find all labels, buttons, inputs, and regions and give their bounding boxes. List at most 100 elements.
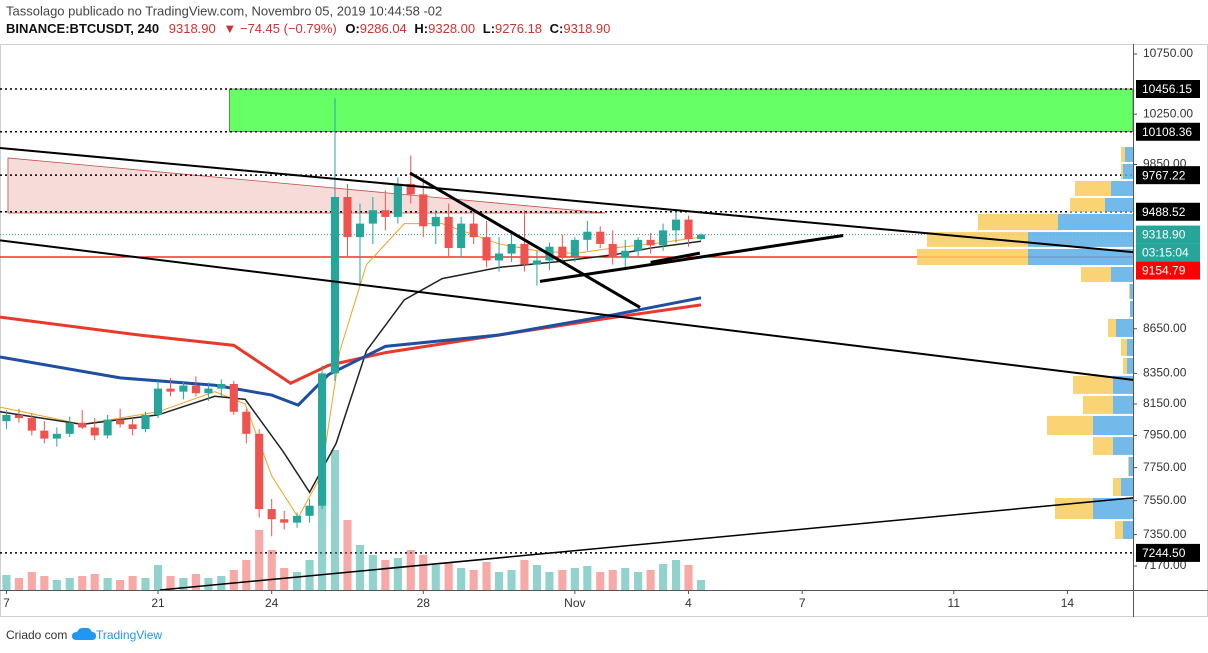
volume-bar <box>520 560 529 590</box>
volume-bar <box>204 578 213 590</box>
candle-body <box>14 414 24 419</box>
volume-bar <box>305 560 314 590</box>
candle-body <box>532 260 542 265</box>
symbol-line: BINANCE:BTCUSDT, 240 9318.90 ▼ −74.45 (−… <box>6 21 610 36</box>
moving-average <box>0 223 702 519</box>
volume-bar <box>27 572 36 590</box>
profile-up <box>1127 338 1133 356</box>
volume-bar <box>558 570 567 590</box>
candle-body <box>90 427 99 436</box>
volume-bar <box>671 560 681 590</box>
profile-up <box>1130 283 1133 299</box>
x-tick-label: 7 <box>799 596 806 610</box>
candle-body <box>608 243 617 258</box>
last-price: 9318.90 <box>169 21 216 36</box>
y-tick-label: 10250.00 <box>1143 106 1193 120</box>
profile-up <box>1123 521 1133 539</box>
profile-up <box>1113 395 1133 414</box>
y-tick-label: 7350.00 <box>1143 527 1187 541</box>
volume-bar <box>90 574 99 590</box>
footer-brand: TradingView <box>96 628 162 642</box>
volume-bar <box>179 578 188 590</box>
y-tick-label: 8350.00 <box>1143 366 1187 380</box>
profile-up <box>1028 232 1133 247</box>
candle-body <box>229 383 238 412</box>
volume-bar <box>267 550 276 590</box>
candle-body <box>52 433 61 439</box>
candle-body <box>27 418 36 431</box>
candle-body <box>634 239 643 251</box>
profile-down <box>1055 498 1093 520</box>
volume-bar <box>507 570 516 590</box>
y-tick-label: 8650.00 <box>1143 321 1187 335</box>
ohlc-value: 9286.04 <box>360 21 407 36</box>
profile-up <box>1127 357 1133 374</box>
volume-bar <box>608 570 617 590</box>
volume-bar <box>419 555 428 590</box>
profile-up <box>1123 163 1133 179</box>
candle-body <box>419 194 428 227</box>
profile-up <box>1105 197 1133 212</box>
candle-body <box>457 223 466 249</box>
volume-bar <box>40 576 49 590</box>
x-tick-label: 4 <box>685 596 692 610</box>
candle-body <box>103 419 112 436</box>
candle-body <box>406 183 415 195</box>
volume-bar <box>621 568 630 590</box>
candle-body <box>355 223 365 238</box>
profile-down <box>1070 197 1105 212</box>
volume-bar <box>78 576 87 590</box>
candle-body <box>242 411 251 434</box>
volume-bar <box>255 530 264 590</box>
candle-body <box>267 509 276 520</box>
profile-down <box>917 248 1028 266</box>
profile-down <box>1115 521 1123 539</box>
candle-body <box>469 223 478 238</box>
candle-body <box>293 515 302 523</box>
x-tick-label: 11 <box>948 596 961 610</box>
volume-bar <box>596 572 605 590</box>
candle-body <box>153 388 163 415</box>
profile-up <box>1111 180 1133 196</box>
current-price-label-bg <box>1136 225 1200 244</box>
trendline <box>0 147 1133 254</box>
profile-up <box>1028 248 1133 266</box>
candle-body <box>116 419 125 425</box>
volume-bar <box>330 450 340 590</box>
volume-bar <box>659 564 668 590</box>
candle-body <box>684 219 693 240</box>
pattern-fill <box>7 157 606 214</box>
level-label-bg <box>1136 166 1200 185</box>
candle-body <box>520 243 529 265</box>
profile-down <box>1083 395 1113 414</box>
level-label: 9767.22 <box>1142 168 1186 182</box>
profile-down <box>1129 283 1130 299</box>
x-tick-label: 28 <box>417 596 431 610</box>
volume-bar <box>570 568 579 590</box>
volume-bar <box>444 562 453 590</box>
profile-down <box>1128 456 1129 476</box>
profile-down <box>1121 163 1123 179</box>
candle-body <box>330 196 340 374</box>
symbol: BINANCE:BTCUSDT, 240 <box>6 21 159 36</box>
candle-body <box>343 196 352 238</box>
candle-body <box>494 253 504 261</box>
profile-down <box>1047 415 1093 436</box>
candle-body <box>646 239 655 246</box>
candle-body <box>507 243 516 254</box>
candle-body <box>318 373 327 506</box>
candle-body <box>393 183 402 217</box>
author-line: Tassolago publicado no TradingView.com, … <box>6 3 442 18</box>
axes: 10750.0010250.009850.008650.008350.00815… <box>0 44 1208 617</box>
countdown-label-bg <box>1136 243 1200 262</box>
candle-body <box>65 422 74 434</box>
profile-up <box>1093 498 1133 520</box>
profile-down <box>1123 357 1127 374</box>
candle-body <box>596 231 605 244</box>
profile-down <box>1073 375 1113 394</box>
plot-area <box>0 88 1133 590</box>
volume-bar <box>52 580 61 590</box>
profile-up <box>1113 375 1133 394</box>
